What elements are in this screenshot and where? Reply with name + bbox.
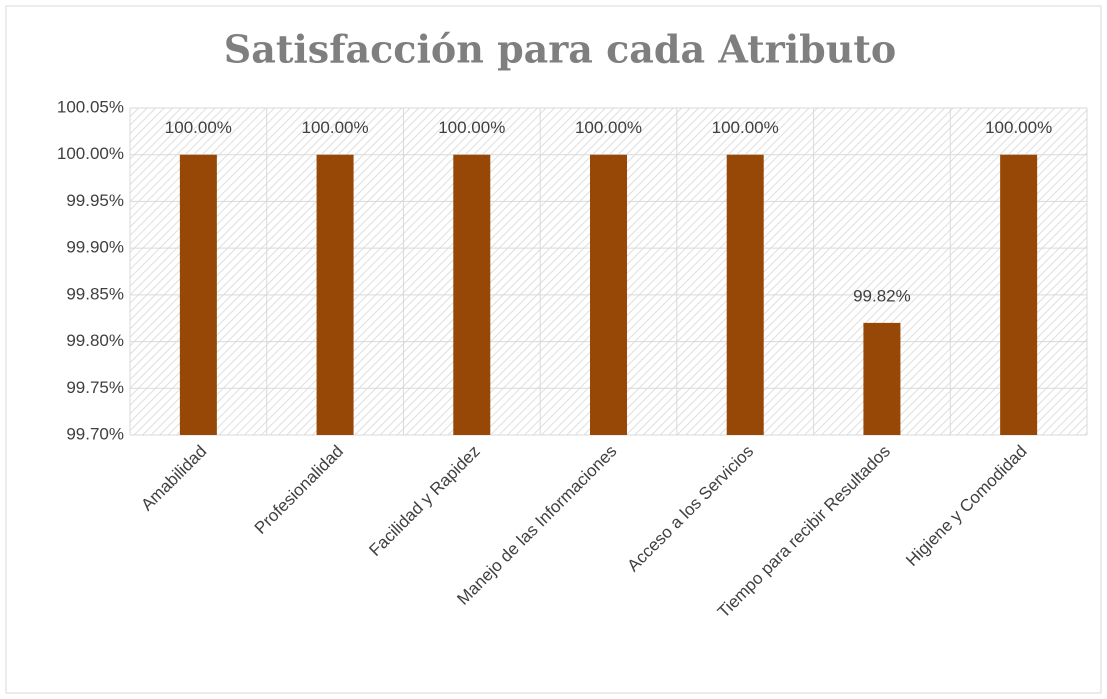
- data-label: 99.82%: [853, 286, 911, 305]
- y-tick-label: 100.05%: [57, 97, 124, 116]
- data-label: 100.00%: [985, 118, 1052, 137]
- y-tick-label: 99.75%: [66, 378, 124, 397]
- chart-title: Satisfacción para cada Atributo: [224, 27, 897, 72]
- data-label: 100.00%: [165, 118, 232, 137]
- bar: [179, 154, 217, 435]
- data-label: 100.00%: [575, 118, 642, 137]
- bar: [863, 322, 901, 435]
- y-tick-label: 100.00%: [57, 144, 124, 163]
- bar: [726, 154, 764, 435]
- data-label: 100.00%: [302, 118, 369, 137]
- y-tick-label: 99.70%: [66, 424, 124, 443]
- y-tick-label: 99.90%: [66, 238, 124, 257]
- y-tick-label: 99.85%: [66, 284, 124, 303]
- y-tick-label: 99.95%: [66, 191, 124, 210]
- bar: [316, 154, 354, 435]
- bar: [1000, 154, 1038, 435]
- y-tick-label: 99.80%: [66, 331, 124, 350]
- data-label: 100.00%: [712, 118, 779, 137]
- data-label: 100.00%: [438, 118, 505, 137]
- bar: [590, 154, 627, 435]
- bar: [453, 154, 491, 435]
